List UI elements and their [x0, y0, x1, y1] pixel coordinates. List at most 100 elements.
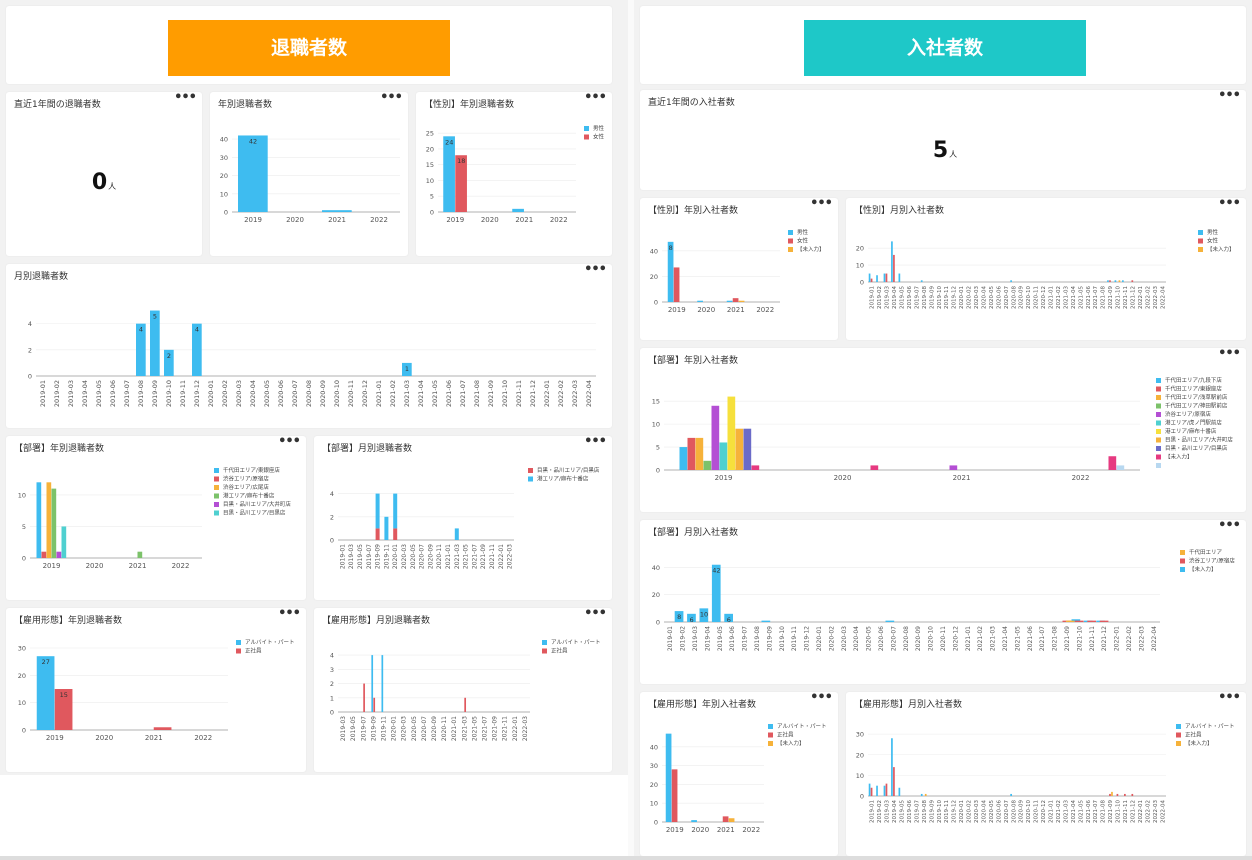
y-tick-label: 0 [860, 279, 864, 287]
dept-yearly-chart: 0 5 10 2019 2020 2021 2022 千代田エリア/東銀座店渋谷エリア/原宿店… [18, 466, 292, 570]
more-menu-icon[interactable]: ••• [1218, 90, 1241, 103]
x-tick-label: 2020-01 [392, 544, 399, 569]
x-tick-label: 2021 [717, 826, 735, 834]
more-menu-icon[interactable]: ••• [380, 92, 403, 105]
legend-label: 千代田エリア/浅草駅前店 [1165, 393, 1228, 401]
x-tick-label: 2021-01 [965, 626, 972, 651]
y-tick-label: 5 [22, 523, 26, 531]
left-dept-monthly-card: 【部署】月別退職者数 ••• 0 2 4 2019-01 2019-03 2019-05 2… [314, 436, 612, 600]
legend-swatch [768, 724, 773, 729]
y-tick-label: 20 [650, 781, 658, 789]
bar [743, 428, 752, 470]
x-tick-label: 2022-03 [1153, 286, 1159, 309]
x-tick-label: 2020-08 [903, 626, 910, 651]
card-title: 【性別】年別退職者数 [424, 100, 515, 110]
x-tick-label: 2020-04 [853, 626, 860, 651]
y-tick-label: 4 [28, 320, 32, 328]
x-tick-label: 2021-02 [1056, 286, 1062, 309]
bar [1010, 793, 1012, 796]
x-tick-label: 2020-07 [419, 544, 426, 569]
left-emp-yearly-card: 【雇用形態】年別退職者数 ••• 0 10 20 30 27 15 2019 2020 2021… [6, 608, 306, 772]
x-tick-label: 2019-11 [179, 380, 187, 407]
x-tick-label: 2020-12 [1041, 286, 1047, 309]
legend-swatch [1156, 395, 1161, 400]
data-label: 15 [60, 691, 68, 699]
bar [46, 482, 52, 558]
x-tick-label: 2022-01 [1138, 286, 1144, 309]
legend-swatch [768, 741, 773, 746]
y-tick-label: 30 [856, 731, 864, 739]
x-tick-label: 2022-03 [522, 716, 529, 741]
more-menu-icon[interactable]: ••• [278, 436, 301, 449]
legend-label: 【未入力】 [1185, 739, 1213, 747]
legend-swatch [1176, 732, 1181, 738]
data-label: 27 [42, 658, 50, 666]
bar [870, 465, 879, 470]
x-tick-label: 2021-08 [1101, 800, 1107, 823]
x-tick-label: 2019 [668, 306, 686, 314]
more-menu-icon[interactable]: ••• [810, 198, 833, 211]
x-tick-label: 2019-07 [360, 716, 367, 741]
bar [891, 738, 893, 796]
data-label: 4 [195, 326, 199, 334]
bar [1124, 793, 1126, 796]
card-title: 月別退職者数 [14, 272, 69, 282]
bar [898, 273, 901, 282]
y-tick-label: 3 [330, 666, 334, 674]
x-tick-label: 2020-05 [866, 626, 873, 651]
y-tick-label: 0 [860, 793, 864, 801]
bar [703, 460, 712, 470]
x-tick-label: 2021-05 [1014, 626, 1021, 651]
data-label: 8 [669, 244, 673, 252]
left-monthly-card: 月別退職者数 ••• 0 2 4 2019-01 2019-02 2019-03 2019-… [6, 264, 612, 428]
y-tick-label: 0 [654, 819, 658, 827]
more-menu-icon[interactable]: ••• [1218, 198, 1241, 211]
x-tick-label: 2019-05 [717, 626, 724, 651]
x-tick-label: 2021-12 [1130, 286, 1136, 309]
bar [1111, 791, 1113, 796]
x-tick-label: 2020-07 [1004, 800, 1010, 823]
right-emp-monthly-card: 【雇用形態】月別入社者数 ••• 0 10 20 30 2019-01 2019-02 20… [846, 692, 1246, 856]
bar [393, 493, 398, 529]
x-tick-label: 2019-03 [885, 800, 891, 823]
bar [722, 816, 729, 822]
y-tick-label: 20 [856, 751, 864, 759]
more-menu-icon[interactable]: ••• [584, 92, 607, 105]
more-menu-icon[interactable]: ••• [1218, 348, 1241, 361]
more-menu-icon[interactable]: ••• [1218, 692, 1241, 705]
more-menu-icon[interactable]: ••• [584, 264, 607, 277]
y-tick-label: 40 [650, 247, 658, 255]
recent-count: 0人 [91, 170, 117, 195]
x-tick-label: 2021-01 [375, 380, 383, 407]
y-tick-label: 0 [224, 209, 228, 217]
y-tick-label: 10 [18, 491, 26, 499]
x-tick-label: 2019-09 [929, 286, 935, 309]
bar [735, 428, 744, 470]
bar [695, 437, 704, 470]
x-tick-label: 2020-05 [263, 380, 271, 407]
x-tick-label: 2019-02 [53, 380, 61, 407]
right-dept-yearly-card: 【部署】年別入社者数 ••• 0 5 10 15 2019 2020 2021 2022 千代田… [640, 348, 1246, 512]
x-tick-label: 2019-07 [742, 626, 749, 651]
x-tick-label: 2019-10 [937, 800, 943, 823]
legend-swatch [584, 126, 589, 131]
bar [363, 683, 365, 712]
x-tick-label: 2021-05 [1078, 800, 1084, 823]
more-menu-icon[interactable]: ••• [810, 692, 833, 705]
more-menu-icon[interactable]: ••• [278, 608, 301, 621]
y-tick-label: 1 [330, 694, 334, 702]
more-menu-icon[interactable]: ••• [584, 436, 607, 449]
more-menu-icon[interactable]: ••• [174, 92, 197, 105]
y-tick-label: 10 [856, 772, 864, 780]
x-tick-label: 2021-08 [1101, 286, 1107, 309]
x-tick-label: 2020-10 [333, 380, 341, 407]
x-tick-label: 2019-05 [350, 716, 357, 741]
more-menu-icon[interactable]: ••• [1218, 520, 1241, 533]
y-tick-label: 0 [430, 209, 434, 217]
bar [673, 267, 680, 302]
y-tick-label: 20 [220, 172, 228, 180]
bar [41, 551, 47, 558]
more-menu-icon[interactable]: ••• [584, 608, 607, 621]
